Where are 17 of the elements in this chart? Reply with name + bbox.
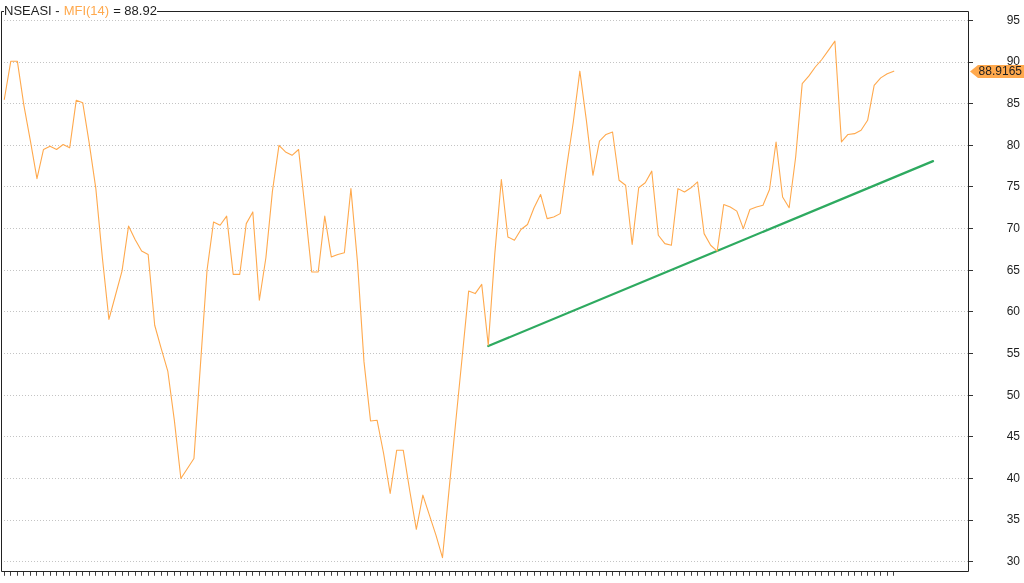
chart-title: NSEASI - (4, 3, 60, 18)
y-tick-label: 35 (1006, 512, 1021, 527)
y-tick-label: 55 (1006, 345, 1021, 360)
y-tick-label: 85 (1006, 95, 1021, 110)
y-tick-label: 60 (1006, 304, 1021, 319)
y-tick-label: 95 (1006, 12, 1021, 27)
annotation: = 88.92 (113, 3, 157, 18)
y-tick-label: 65 (1006, 262, 1021, 277)
y-tick-label: 75 (1006, 179, 1021, 194)
y-tick-label: 70 (1006, 220, 1021, 235)
y-tick-label: 50 (1006, 387, 1021, 402)
y-tick-label: 45 (1006, 429, 1021, 444)
text: MFI(14) (63, 3, 110, 18)
y-tick-label: 80 (1006, 137, 1021, 152)
y-tick-label: 40 (1006, 470, 1021, 485)
text: 88.9165 (978, 64, 1023, 79)
y-tick-label: 30 (1006, 554, 1021, 569)
